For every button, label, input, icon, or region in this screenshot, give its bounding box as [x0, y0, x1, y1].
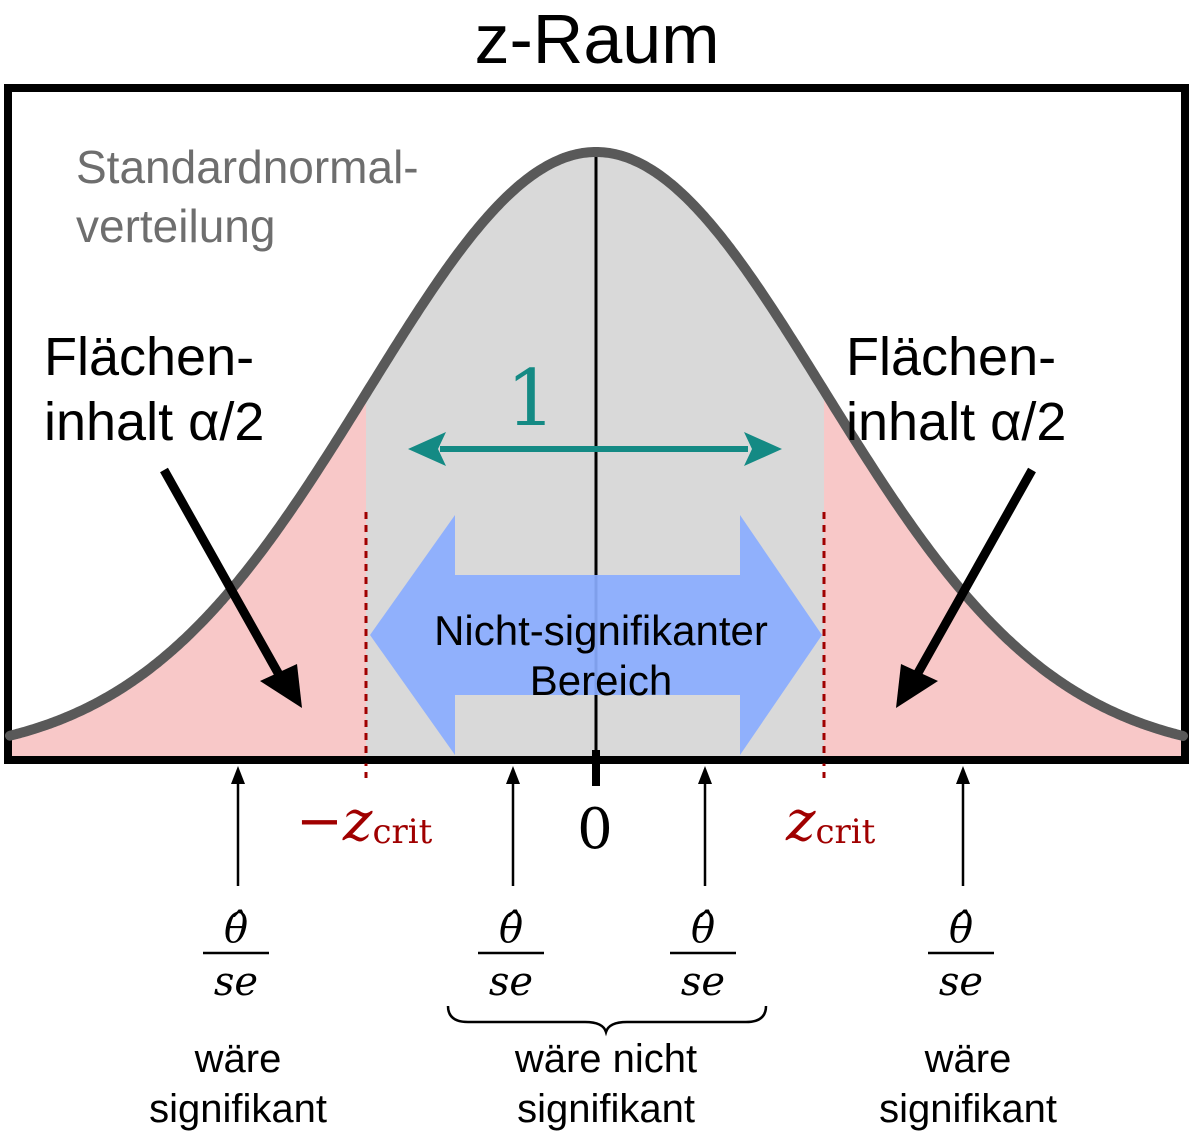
estimate-fraction-4: θ̂ se — [928, 906, 994, 1005]
svg-text:se: se — [214, 959, 258, 1005]
estimate-pointer-4 — [956, 766, 970, 886]
outcome-left-line1: wäre — [194, 1037, 282, 1081]
outcome-left-line2: signifikant — [149, 1087, 327, 1131]
curve-label-line2: verteilung — [76, 200, 275, 252]
svg-text:se: se — [681, 959, 725, 1005]
critical-value-right-label: zcrit — [785, 789, 876, 854]
outcome-right-line2: signifikant — [879, 1087, 1057, 1131]
estimate-fraction-2: θ̂ se — [478, 906, 544, 1005]
outcome-right-line1: wäre — [924, 1037, 1012, 1081]
standard-deviation-arrow — [408, 432, 782, 466]
estimate-fraction-3: θ̂ se — [670, 906, 736, 1005]
outcome-middle-line1: wäre nicht — [514, 1037, 697, 1081]
estimate-pointer-3 — [698, 766, 712, 886]
left-area-pointer-arrow — [160, 467, 302, 708]
right-tail-area — [824, 390, 1183, 758]
svg-text:θ̂: θ̂ — [691, 906, 715, 952]
svg-text:θ̂: θ̂ — [224, 906, 248, 952]
zero-label: 0 — [577, 797, 613, 862]
standard-normal-curve — [5, 147, 1188, 741]
left-area-label-line2: inhalt α/2 — [44, 392, 264, 452]
middle-brace — [446, 1005, 768, 1037]
standard-deviation-label: 1 — [506, 354, 556, 444]
non-significant-region-arrow — [370, 515, 822, 755]
right-area-pointer-arrow — [896, 467, 1036, 708]
diagram-title: z-Raum — [474, 0, 719, 78]
curve-label-line1: Standardnormal- — [76, 141, 419, 193]
region-label-line1: Nicht-signifikanter — [434, 607, 768, 654]
svg-text:se: se — [489, 959, 533, 1005]
right-area-label-line1: Flächen- — [846, 327, 1056, 387]
svg-text:θ̂: θ̂ — [499, 906, 523, 952]
right-area-label-line2: inhalt α/2 — [846, 392, 1066, 452]
region-label-line2: Bereich — [530, 657, 672, 704]
critical-value-left-label: −zcrit — [296, 789, 433, 854]
estimate-fraction-1: θ̂ se — [203, 906, 269, 1005]
estimate-pointer-2 — [506, 766, 520, 886]
estimate-pointer-1 — [231, 766, 245, 886]
svg-text:θ̂: θ̂ — [949, 906, 973, 952]
svg-text:se: se — [939, 959, 983, 1005]
outcome-middle-line2: signifikant — [517, 1087, 695, 1131]
left-area-label-line1: Flächen- — [44, 327, 254, 387]
